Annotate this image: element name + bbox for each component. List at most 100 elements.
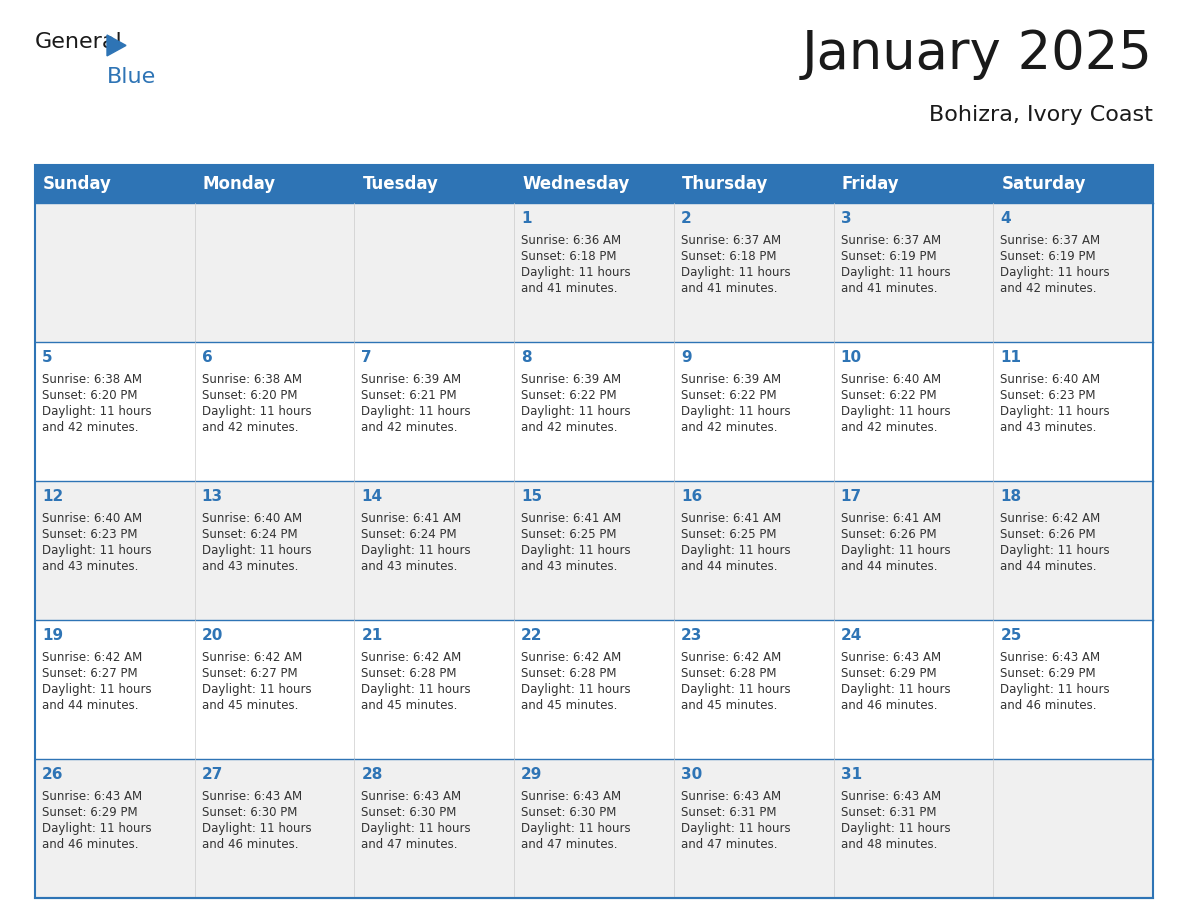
Text: Daylight: 11 hours: Daylight: 11 hours bbox=[522, 405, 631, 418]
Text: Sunrise: 6:43 AM: Sunrise: 6:43 AM bbox=[361, 789, 462, 803]
Text: and 43 minutes.: and 43 minutes. bbox=[522, 560, 618, 573]
Bar bbox=[834, 165, 993, 203]
Text: Sunrise: 6:37 AM: Sunrise: 6:37 AM bbox=[841, 234, 941, 247]
Text: and 41 minutes.: and 41 minutes. bbox=[841, 282, 937, 295]
Text: Sunset: 6:27 PM: Sunset: 6:27 PM bbox=[42, 666, 138, 680]
Text: Sunset: 6:28 PM: Sunset: 6:28 PM bbox=[522, 666, 617, 680]
Text: Daylight: 11 hours: Daylight: 11 hours bbox=[522, 822, 631, 834]
Text: and 42 minutes.: and 42 minutes. bbox=[1000, 282, 1097, 295]
Text: Daylight: 11 hours: Daylight: 11 hours bbox=[522, 543, 631, 557]
Text: and 47 minutes.: and 47 minutes. bbox=[681, 838, 777, 851]
Text: Daylight: 11 hours: Daylight: 11 hours bbox=[681, 822, 790, 834]
Text: and 44 minutes.: and 44 minutes. bbox=[841, 560, 937, 573]
Text: Sunrise: 6:36 AM: Sunrise: 6:36 AM bbox=[522, 234, 621, 247]
Text: and 45 minutes.: and 45 minutes. bbox=[202, 699, 298, 711]
Text: Sunrise: 6:40 AM: Sunrise: 6:40 AM bbox=[841, 373, 941, 386]
Text: Sunset: 6:22 PM: Sunset: 6:22 PM bbox=[522, 389, 617, 402]
Text: 1: 1 bbox=[522, 211, 532, 226]
Text: Sunrise: 6:43 AM: Sunrise: 6:43 AM bbox=[42, 789, 143, 803]
Text: and 45 minutes.: and 45 minutes. bbox=[681, 699, 777, 711]
Text: Sunset: 6:22 PM: Sunset: 6:22 PM bbox=[841, 389, 936, 402]
Text: Sunset: 6:29 PM: Sunset: 6:29 PM bbox=[1000, 666, 1095, 680]
Text: Sunset: 6:26 PM: Sunset: 6:26 PM bbox=[1000, 528, 1095, 541]
Text: Blue: Blue bbox=[107, 67, 157, 87]
Text: Sunset: 6:19 PM: Sunset: 6:19 PM bbox=[841, 250, 936, 263]
Text: and 41 minutes.: and 41 minutes. bbox=[522, 282, 618, 295]
Text: Sunrise: 6:42 AM: Sunrise: 6:42 AM bbox=[522, 651, 621, 664]
Text: Daylight: 11 hours: Daylight: 11 hours bbox=[42, 543, 152, 557]
Text: Thursday: Thursday bbox=[682, 175, 769, 193]
Bar bbox=[354, 165, 514, 203]
Text: General: General bbox=[34, 32, 122, 52]
Text: and 42 minutes.: and 42 minutes. bbox=[202, 420, 298, 433]
Text: Friday: Friday bbox=[841, 175, 899, 193]
Text: Daylight: 11 hours: Daylight: 11 hours bbox=[841, 683, 950, 696]
Text: Sunset: 6:18 PM: Sunset: 6:18 PM bbox=[681, 250, 776, 263]
Bar bbox=[674, 165, 834, 203]
Text: 13: 13 bbox=[202, 489, 223, 504]
Text: and 42 minutes.: and 42 minutes. bbox=[361, 420, 457, 433]
Text: Sunrise: 6:38 AM: Sunrise: 6:38 AM bbox=[42, 373, 143, 386]
Text: Sunrise: 6:41 AM: Sunrise: 6:41 AM bbox=[522, 512, 621, 525]
Text: Sunrise: 6:43 AM: Sunrise: 6:43 AM bbox=[841, 651, 941, 664]
Text: 27: 27 bbox=[202, 767, 223, 782]
Text: 11: 11 bbox=[1000, 350, 1022, 365]
Text: Sunset: 6:31 PM: Sunset: 6:31 PM bbox=[681, 806, 776, 819]
Text: 3: 3 bbox=[841, 211, 851, 226]
Text: and 42 minutes.: and 42 minutes. bbox=[681, 420, 777, 433]
Text: Sunset: 6:31 PM: Sunset: 6:31 PM bbox=[841, 806, 936, 819]
Text: Daylight: 11 hours: Daylight: 11 hours bbox=[361, 683, 472, 696]
Text: Daylight: 11 hours: Daylight: 11 hours bbox=[42, 683, 152, 696]
Bar bbox=[993, 165, 1154, 203]
Text: and 44 minutes.: and 44 minutes. bbox=[681, 560, 777, 573]
Text: Daylight: 11 hours: Daylight: 11 hours bbox=[202, 822, 311, 834]
Text: and 48 minutes.: and 48 minutes. bbox=[841, 838, 937, 851]
Text: 10: 10 bbox=[841, 350, 861, 365]
Bar bbox=[34, 759, 1154, 898]
Bar bbox=[34, 481, 1154, 620]
Text: and 43 minutes.: and 43 minutes. bbox=[361, 560, 457, 573]
Text: Sunset: 6:23 PM: Sunset: 6:23 PM bbox=[1000, 389, 1095, 402]
Text: Sunrise: 6:39 AM: Sunrise: 6:39 AM bbox=[361, 373, 462, 386]
Text: Sunset: 6:25 PM: Sunset: 6:25 PM bbox=[681, 528, 776, 541]
Text: and 45 minutes.: and 45 minutes. bbox=[522, 699, 618, 711]
Text: and 43 minutes.: and 43 minutes. bbox=[1000, 420, 1097, 433]
Text: 6: 6 bbox=[202, 350, 213, 365]
Text: Daylight: 11 hours: Daylight: 11 hours bbox=[841, 405, 950, 418]
Text: and 46 minutes.: and 46 minutes. bbox=[841, 699, 937, 711]
Bar bbox=[514, 165, 674, 203]
Text: and 47 minutes.: and 47 minutes. bbox=[522, 838, 618, 851]
Text: Daylight: 11 hours: Daylight: 11 hours bbox=[1000, 683, 1110, 696]
Text: January 2025: January 2025 bbox=[802, 28, 1154, 80]
Text: Sunday: Sunday bbox=[43, 175, 112, 193]
Text: 21: 21 bbox=[361, 628, 383, 643]
Text: Saturday: Saturday bbox=[1001, 175, 1086, 193]
Text: Sunset: 6:24 PM: Sunset: 6:24 PM bbox=[202, 528, 297, 541]
Text: and 45 minutes.: and 45 minutes. bbox=[361, 699, 457, 711]
Text: Daylight: 11 hours: Daylight: 11 hours bbox=[681, 683, 790, 696]
Text: Sunset: 6:28 PM: Sunset: 6:28 PM bbox=[681, 666, 776, 680]
Text: 5: 5 bbox=[42, 350, 52, 365]
Text: 7: 7 bbox=[361, 350, 372, 365]
Text: Sunset: 6:20 PM: Sunset: 6:20 PM bbox=[202, 389, 297, 402]
Text: Daylight: 11 hours: Daylight: 11 hours bbox=[361, 822, 472, 834]
Text: 29: 29 bbox=[522, 767, 543, 782]
Text: Daylight: 11 hours: Daylight: 11 hours bbox=[202, 683, 311, 696]
Text: Daylight: 11 hours: Daylight: 11 hours bbox=[681, 543, 790, 557]
Text: 24: 24 bbox=[841, 628, 862, 643]
Bar bbox=[195, 165, 354, 203]
Text: Sunrise: 6:39 AM: Sunrise: 6:39 AM bbox=[522, 373, 621, 386]
Text: 14: 14 bbox=[361, 489, 383, 504]
Text: 23: 23 bbox=[681, 628, 702, 643]
Text: 31: 31 bbox=[841, 767, 861, 782]
Text: Daylight: 11 hours: Daylight: 11 hours bbox=[1000, 405, 1110, 418]
Text: and 43 minutes.: and 43 minutes. bbox=[202, 560, 298, 573]
Text: 26: 26 bbox=[42, 767, 63, 782]
Text: Sunset: 6:22 PM: Sunset: 6:22 PM bbox=[681, 389, 777, 402]
Text: Daylight: 11 hours: Daylight: 11 hours bbox=[841, 543, 950, 557]
Text: and 46 minutes.: and 46 minutes. bbox=[202, 838, 298, 851]
Text: Tuesday: Tuesday bbox=[362, 175, 438, 193]
Text: and 47 minutes.: and 47 minutes. bbox=[361, 838, 457, 851]
Text: Sunrise: 6:41 AM: Sunrise: 6:41 AM bbox=[361, 512, 462, 525]
Text: Sunset: 6:25 PM: Sunset: 6:25 PM bbox=[522, 528, 617, 541]
